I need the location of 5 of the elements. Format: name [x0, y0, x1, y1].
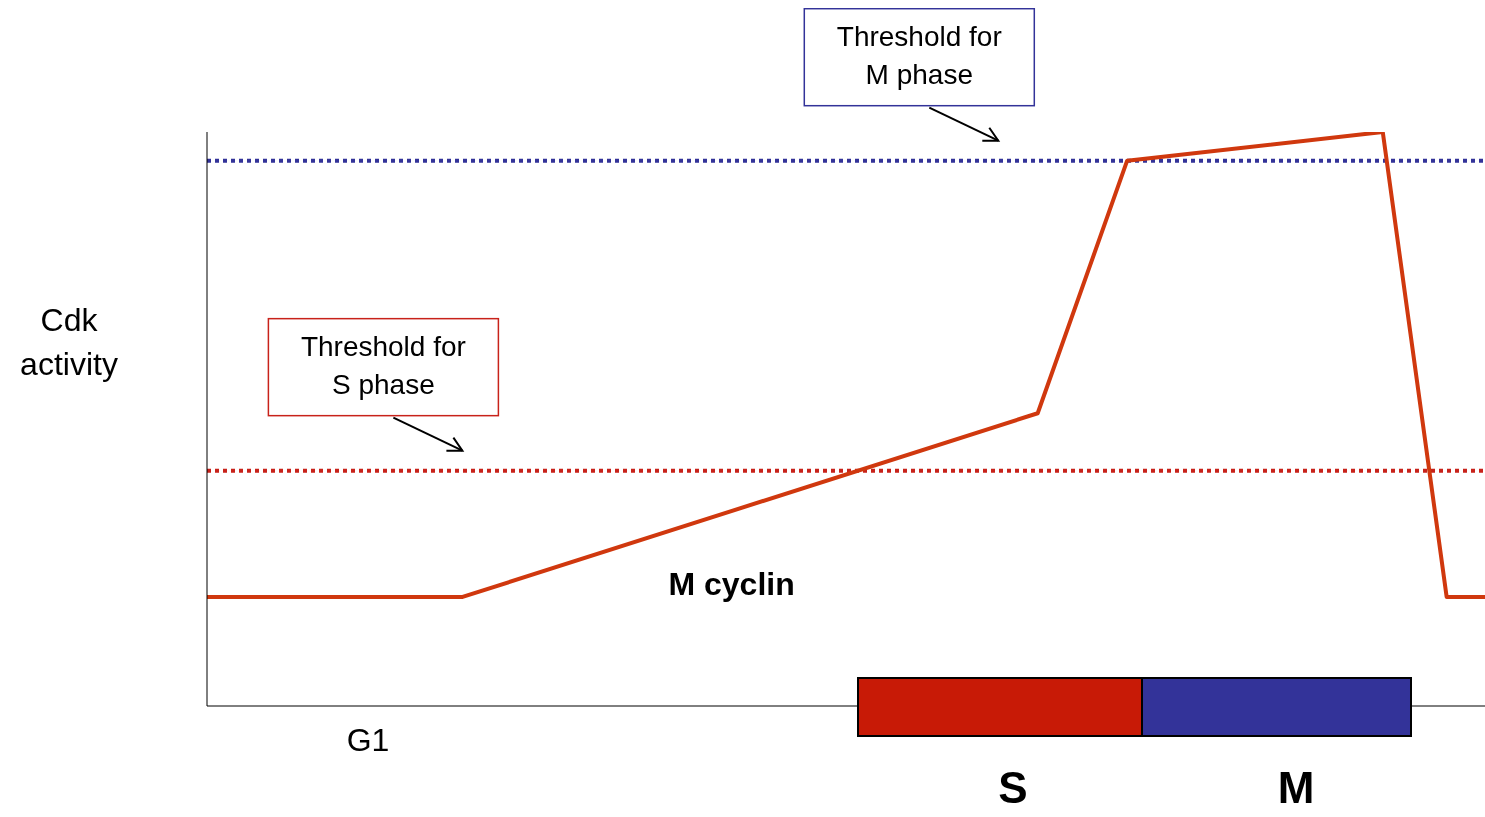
text: G1 [345, 722, 391, 758]
y-axis-title: Cdk activity [19, 301, 119, 384]
text: M [1276, 763, 1316, 811]
series-label: M cyclin [668, 565, 795, 602]
text: S [997, 763, 1029, 811]
